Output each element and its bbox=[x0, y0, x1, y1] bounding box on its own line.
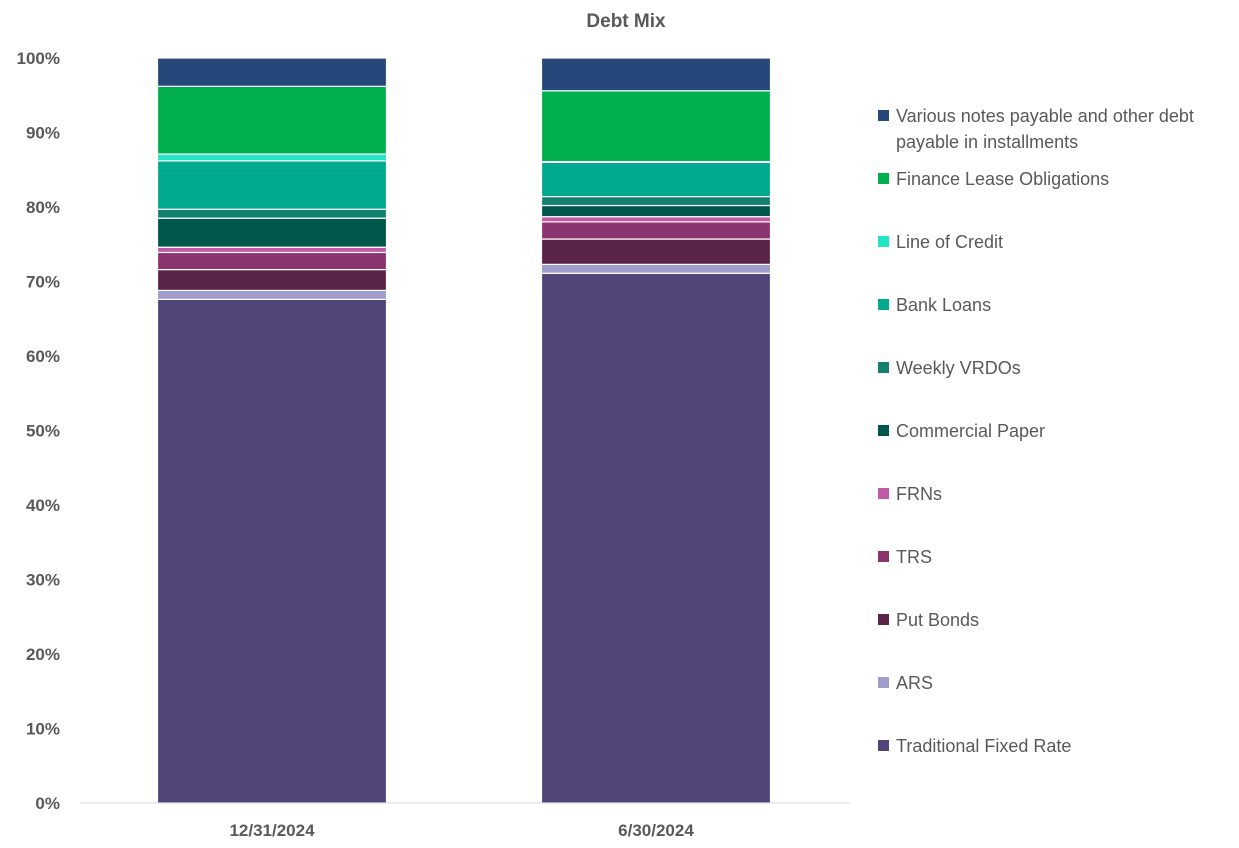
y-tick-label: 0% bbox=[35, 794, 60, 813]
legend-item: Bank Loans bbox=[878, 295, 991, 315]
x-axis: 12/31/2024 6/30/2024 bbox=[229, 821, 694, 840]
bar-segment bbox=[156, 85, 388, 155]
legend-label: TRS bbox=[896, 547, 932, 567]
bar-stack bbox=[540, 57, 772, 804]
legend-item: ARS bbox=[878, 673, 933, 693]
legend-swatch bbox=[878, 551, 889, 562]
legend-label: Line of Credit bbox=[896, 232, 1003, 252]
legend-label: FRNs bbox=[896, 484, 942, 504]
y-tick-label: 80% bbox=[26, 198, 60, 217]
legend-item: TRS bbox=[878, 547, 932, 567]
legend-item: Traditional Fixed Rate bbox=[878, 736, 1071, 756]
bar-segment bbox=[540, 90, 772, 163]
legend-swatch bbox=[878, 740, 889, 751]
bar-segment bbox=[540, 221, 772, 240]
bar-segment bbox=[156, 246, 388, 254]
bar-segment bbox=[540, 161, 772, 198]
chart-title: Debt Mix bbox=[586, 11, 666, 32]
y-tick-label: 60% bbox=[26, 347, 60, 366]
bar-segment bbox=[156, 57, 388, 87]
bar-segment bbox=[540, 263, 772, 274]
y-axis: 0% 10% 20% 30% 40% 50% 60% 70% 80% 90% 100% bbox=[17, 49, 60, 813]
legend-swatch bbox=[878, 362, 889, 373]
bar-segment bbox=[540, 272, 772, 804]
bar-segment bbox=[156, 153, 388, 162]
x-tick-label: 6/30/2024 bbox=[618, 821, 694, 840]
bar-segment bbox=[156, 289, 388, 300]
y-tick-label: 100% bbox=[17, 49, 60, 68]
y-tick-label: 20% bbox=[26, 645, 60, 664]
bars bbox=[156, 57, 772, 804]
legend-swatch bbox=[878, 110, 889, 121]
y-tick-label: 30% bbox=[26, 571, 60, 590]
legend-item: Put Bonds bbox=[878, 610, 979, 630]
legend-swatch bbox=[878, 425, 889, 436]
y-tick-label: 40% bbox=[26, 496, 60, 515]
legend-label: Bank Loans bbox=[896, 295, 991, 315]
bar-segment bbox=[156, 208, 388, 219]
legend-item: Various notes payable and other debt paya… bbox=[878, 106, 1194, 152]
legend-swatch bbox=[878, 488, 889, 499]
y-tick-label: 70% bbox=[26, 273, 60, 292]
bar-segment bbox=[540, 216, 772, 223]
bar-segment bbox=[156, 160, 388, 210]
legend-label: ARS bbox=[896, 673, 933, 693]
legend-swatch bbox=[878, 614, 889, 625]
bar-segment bbox=[540, 57, 772, 92]
bar-segment bbox=[540, 238, 772, 265]
legend-label: Put Bonds bbox=[896, 610, 979, 630]
y-tick-label: 90% bbox=[26, 124, 60, 143]
legend-label: Traditional Fixed Rate bbox=[896, 736, 1071, 756]
bar-segment bbox=[156, 268, 388, 292]
legend-label: Various notes payable and other debt paya… bbox=[896, 106, 1194, 152]
bar-segment bbox=[156, 251, 388, 271]
bar-segment bbox=[156, 298, 388, 804]
bar-segment bbox=[540, 204, 772, 218]
y-tick-label: 10% bbox=[26, 720, 60, 739]
y-tick-label: 50% bbox=[26, 422, 60, 441]
legend-label: Finance Lease Obligations bbox=[896, 169, 1109, 189]
legend-item: Weekly VRDOs bbox=[878, 358, 1021, 378]
legend-label: Weekly VRDOs bbox=[896, 358, 1021, 378]
legend-item: Finance Lease Obligations bbox=[878, 169, 1109, 189]
legend-swatch bbox=[878, 677, 889, 688]
bar-stack bbox=[156, 57, 388, 804]
legend-item: Commercial Paper bbox=[878, 421, 1045, 441]
legend-swatch bbox=[878, 299, 889, 310]
legend-swatch bbox=[878, 173, 889, 184]
legend-label: Commercial Paper bbox=[896, 421, 1045, 441]
bar-segment bbox=[156, 217, 388, 248]
legend-item: Line of Credit bbox=[878, 232, 1003, 252]
legend-item: FRNs bbox=[878, 484, 942, 504]
bar-segment bbox=[540, 195, 772, 207]
x-tick-label: 12/31/2024 bbox=[229, 821, 315, 840]
legend-swatch bbox=[878, 236, 889, 247]
legend: Various notes payable and other debt paya… bbox=[878, 106, 1194, 756]
